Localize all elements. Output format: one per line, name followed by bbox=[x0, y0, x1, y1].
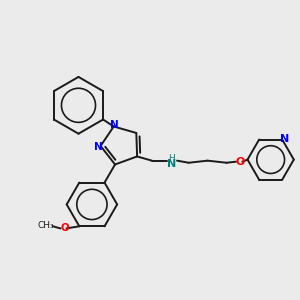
Text: O: O bbox=[236, 157, 245, 167]
Text: N: N bbox=[94, 142, 103, 152]
Text: CH₃: CH₃ bbox=[37, 221, 54, 230]
Text: N: N bbox=[280, 134, 289, 143]
Text: H: H bbox=[168, 154, 175, 163]
Text: N: N bbox=[167, 159, 176, 169]
Text: O: O bbox=[60, 224, 69, 233]
Text: N: N bbox=[110, 120, 119, 130]
